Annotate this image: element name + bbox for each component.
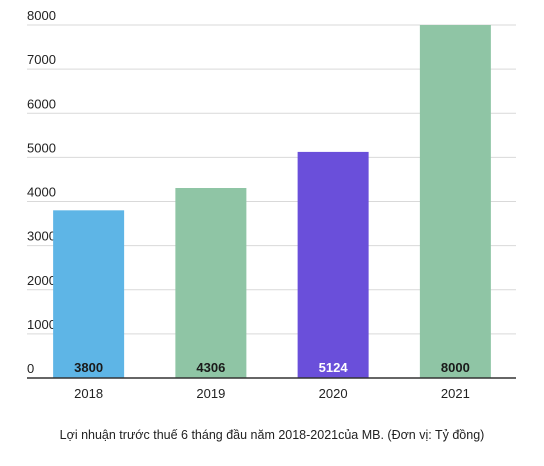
y-axis-tick-labels: 0 1000 2000 3000 4000 5000 6000 7000 8000 (27, 8, 56, 376)
bar-2019 (175, 187, 247, 378)
y-tick-label: 2000 (27, 273, 56, 288)
y-tick-label: 6000 (27, 96, 56, 111)
x-tick-label: 2019 (196, 386, 225, 401)
bar-2020 (297, 151, 369, 378)
bars (53, 25, 491, 378)
bar-2018 (53, 210, 125, 378)
y-tick-label: 7000 (27, 52, 56, 67)
y-tick-label: 4000 (27, 185, 56, 200)
x-axis-tick-labels: 2018 2019 2020 2021 (74, 386, 470, 401)
y-tick-label: 8000 (27, 8, 56, 23)
data-label-2019: 4306 (196, 360, 225, 375)
y-tick-label: 5000 (27, 140, 56, 155)
data-labels: 3800 4306 5124 8000 (74, 360, 470, 375)
y-tick-label: 0 (27, 361, 34, 376)
x-tick-label: 2020 (319, 386, 348, 401)
x-tick-label: 2018 (74, 386, 103, 401)
data-label-2020: 5124 (319, 360, 349, 375)
data-label-2021: 8000 (441, 360, 470, 375)
bar-2021 (419, 25, 491, 378)
x-tick-label: 2021 (441, 386, 470, 401)
y-tick-label: 1000 (27, 317, 56, 332)
chart-caption: Lợi nhuận trước thuế 6 tháng đầu năm 201… (59, 428, 485, 442)
y-tick-label: 3000 (27, 229, 56, 244)
data-label-2018: 3800 (74, 360, 103, 375)
